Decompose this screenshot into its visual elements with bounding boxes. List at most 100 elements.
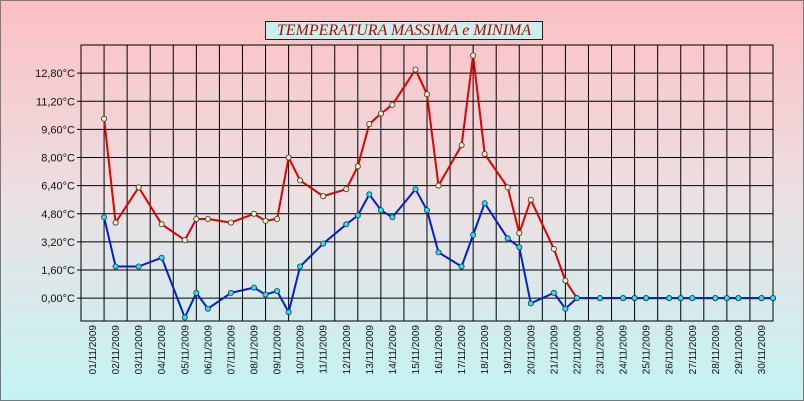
series-point-0	[181, 237, 188, 244]
x-tick-label: 15/11/2009	[411, 325, 422, 375]
series-point-1	[470, 231, 477, 238]
series-point-0	[562, 277, 569, 284]
series-point-1	[412, 186, 419, 193]
x-tick-label: 06/11/2009	[203, 325, 214, 375]
x-tick-label: 05/11/2009	[180, 325, 191, 375]
series-point-1	[343, 221, 350, 228]
x-tick-label: 13/11/2009	[365, 325, 376, 375]
series-point-1	[562, 305, 569, 312]
x-tick-label: 12/11/2009	[342, 325, 353, 375]
series-point-1	[112, 263, 119, 270]
series-point-1	[193, 289, 200, 296]
series-point-1	[101, 214, 108, 221]
x-tick-label: 04/11/2009	[157, 325, 168, 375]
series-point-0	[135, 184, 142, 191]
y-tick-label: 4,80°C	[41, 209, 75, 221]
series-point-0	[435, 182, 442, 189]
x-tick-label: 03/11/2009	[134, 325, 145, 375]
series-point-1	[723, 295, 730, 302]
x-tick-label: 08/11/2009	[250, 325, 261, 375]
x-tick-label: 24/11/2009	[619, 325, 630, 375]
series-point-0	[423, 91, 430, 98]
series-point-0	[550, 245, 557, 252]
x-tick-label: 27/11/2009	[688, 325, 699, 375]
series-point-1	[620, 295, 627, 302]
series-point-0	[250, 210, 257, 217]
series-point-1	[597, 295, 604, 302]
series-point-1	[573, 295, 580, 302]
series-point-0	[101, 115, 108, 122]
x-tick-label: 22/11/2009	[572, 325, 583, 375]
series-point-0	[516, 230, 523, 237]
series-point-0	[320, 193, 327, 200]
x-tick-label: 16/11/2009	[434, 325, 445, 375]
x-tick-label: 25/11/2009	[642, 325, 653, 375]
series-line-0	[103, 54, 773, 300]
series-point-1	[320, 240, 327, 247]
x-tick-label: 28/11/2009	[711, 325, 722, 375]
series-point-1	[458, 263, 465, 270]
series-point-0	[274, 215, 281, 222]
series-point-0	[343, 186, 350, 193]
series-point-1	[227, 289, 234, 296]
series-point-1	[481, 200, 488, 207]
series-point-1	[516, 244, 523, 251]
x-tick-label: 26/11/2009	[665, 325, 676, 375]
series-point-0	[158, 221, 165, 228]
series-point-1	[758, 295, 765, 302]
y-tick-label: 1,60°C	[41, 265, 75, 277]
series-point-1	[204, 305, 211, 312]
x-tick-label: 10/11/2009	[296, 325, 307, 375]
series-point-1	[423, 207, 430, 214]
series-point-1	[250, 284, 257, 291]
series-point-1	[504, 235, 511, 242]
x-tick-label: 17/11/2009	[457, 325, 468, 375]
series-point-0	[262, 217, 269, 224]
y-tick-label: 3,20°C	[41, 237, 75, 249]
series-point-0	[412, 66, 419, 73]
x-tick-label: 21/11/2009	[549, 325, 560, 375]
x-tick-label: 14/11/2009	[388, 325, 399, 375]
x-tick-label: 11/11/2009	[319, 325, 330, 374]
series-point-1	[285, 309, 292, 316]
x-tick-label: 07/11/2009	[226, 325, 237, 375]
x-tick-label: 29/11/2009	[734, 325, 745, 375]
series-point-1	[631, 295, 638, 302]
series-point-1	[262, 291, 269, 298]
series-point-1	[643, 295, 650, 302]
series-point-1	[297, 263, 304, 270]
series-point-1	[274, 288, 281, 295]
series-point-1	[389, 214, 396, 221]
series-point-0	[366, 121, 373, 128]
x-tick-label: 23/11/2009	[596, 325, 607, 375]
y-tick-label: 8,00°C	[41, 153, 75, 165]
series-point-1	[770, 295, 777, 302]
y-tick-label: 11,20°C	[36, 96, 75, 108]
x-tick-label: 30/11/2009	[757, 325, 768, 375]
series-point-0	[389, 101, 396, 108]
series-point-0	[377, 110, 384, 117]
x-tick-label: 19/11/2009	[503, 325, 514, 375]
series-point-0	[204, 215, 211, 222]
series-point-1	[712, 295, 719, 302]
series-point-0	[470, 52, 477, 59]
series-point-0	[504, 184, 511, 191]
y-tick-label: 9,60°C	[41, 124, 75, 136]
chart-title: TEMPERATURA MASSIMA e MINIMA	[265, 21, 543, 40]
series-point-1	[435, 249, 442, 256]
series-point-0	[354, 163, 361, 170]
series-point-1	[377, 207, 384, 214]
x-tick-label: 01/11/2009	[88, 325, 99, 375]
series-point-1	[181, 314, 188, 321]
series-point-1	[158, 254, 165, 261]
series-point-1	[689, 295, 696, 302]
series-point-1	[677, 295, 684, 302]
x-tick-label: 02/11/2009	[111, 325, 122, 375]
series-point-1	[527, 300, 534, 307]
series-point-0	[527, 196, 534, 203]
series-point-0	[227, 219, 234, 226]
y-tick-label: 6,40°C	[41, 181, 75, 193]
series-point-1	[366, 191, 373, 198]
